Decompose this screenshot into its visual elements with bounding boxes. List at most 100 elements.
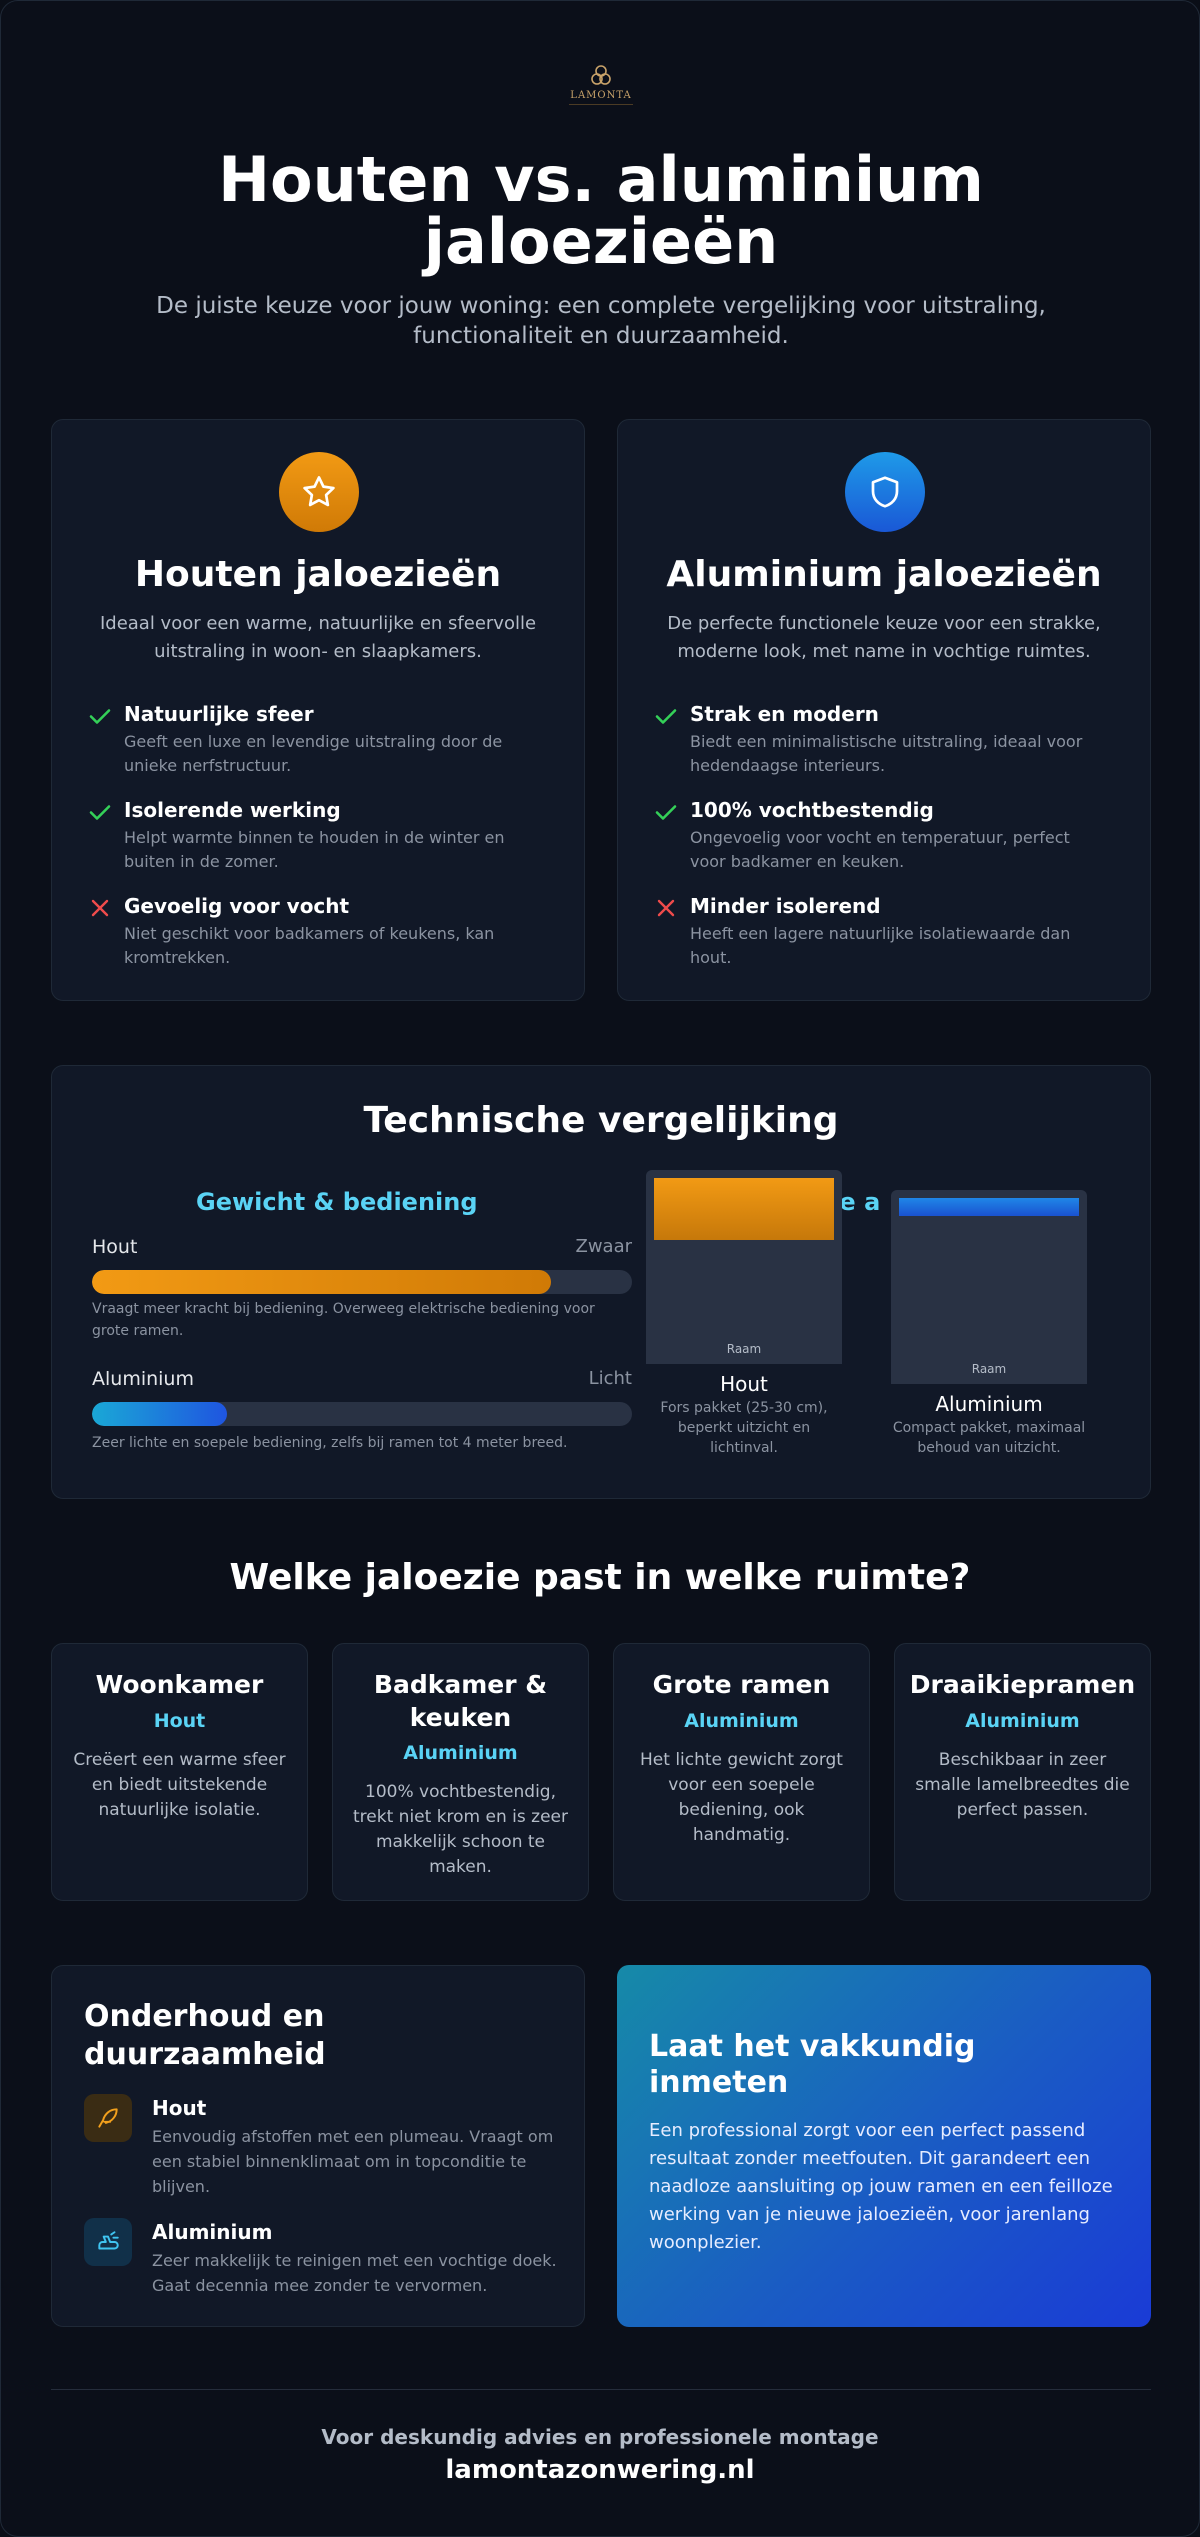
wood-package-name: Hout: [720, 1372, 768, 1396]
wood-package-window: Raam: [646, 1170, 842, 1364]
aluminium-card: Aluminium jaloezieën De perfecte functio…: [617, 419, 1151, 1001]
wood-maintenance-badge: [84, 2094, 132, 2142]
wood-card-desc: Ideaal voor een warme, natuurlijke en sf…: [99, 613, 537, 662]
technical-title: Technische vergelijking: [363, 1100, 839, 1141]
aluminium-weight-value: Licht: [588, 1368, 632, 1389]
check-icon: [655, 805, 677, 820]
aluminium-maintenance-desc: Zeer makkelijk te reinigen met een vocht…: [152, 2251, 557, 2295]
maintenance-title: Onderhoud en duurzaamheid: [84, 1998, 326, 2074]
cta-title: Laat het vakkundig inmeten: [649, 2029, 976, 2101]
aluminium-maintenance-title: Aluminium: [152, 2220, 273, 2244]
check-icon: [655, 709, 677, 724]
aluminium-weight-bar: [92, 1402, 227, 1426]
desc-line: beperkt uitzicht en: [677, 1420, 811, 1436]
wood-feature-1: Natuurlijke sfeer Geeft een luxe en leve…: [88, 702, 524, 782]
room-card-grote-ramen: Grote ramen Aluminium Het lichte gewicht…: [613, 1643, 870, 1901]
logo-rings-icon: [591, 65, 611, 85]
aluminium-weight-label: Aluminium: [92, 1368, 194, 1390]
feature-desc: Geeft een luxe en levendige uitstraling …: [124, 732, 503, 775]
feature-desc: Helpt warmte binnen te houden in de wint…: [124, 828, 505, 871]
desc-line: Fors pakket (25-30 cm),: [660, 1400, 828, 1416]
check-icon: [89, 805, 111, 820]
aluminium-card-desc: De perfecte functionele keuze voor een s…: [667, 613, 1101, 662]
feature-desc: Ongevoelig voor vocht en temperatuur, pe…: [690, 828, 1070, 871]
room-desc: 100% vochtbestendig, trekt niet krom en …: [353, 1782, 568, 1877]
feature-title: 100% vochtbestendig: [690, 798, 934, 822]
wood-feature-3: Gevoelig voor vocht Niet geschikt voor b…: [88, 894, 524, 974]
wood-package-desc: Fors pakket (25-30 cm), beperkt uitzicht…: [636, 1398, 852, 1458]
desc-line: Compact pakket, maximaal: [892, 1420, 1086, 1436]
brand-logo: LAMONTA: [561, 63, 641, 113]
wood-card-title: Houten jaloezieën: [134, 554, 502, 595]
wood-card: Houten jaloezieën Ideaal voor een warme,…: [51, 419, 585, 1001]
aluminium-maintenance-badge: [84, 2218, 132, 2266]
wood-maintenance-desc: Eenvoudig afstoffen met een plumeau. Vra…: [152, 2127, 554, 2196]
room-type: Hout: [153, 1710, 206, 1732]
room-card-woonkamer: Woonkamer Hout Creëert een warme sfeer e…: [51, 1643, 308, 1901]
technical-card: Technische vergelijking Gewicht & bedien…: [51, 1065, 1151, 1499]
feature-title: Strak en modern: [690, 702, 879, 726]
wood-card-badge: [279, 452, 359, 532]
feature-title: Isolerende werking: [124, 798, 341, 822]
aluminium-feature-2: 100% vochtbestendig Ongevoelig voor voch…: [654, 798, 1090, 878]
wood-weight-bar: [92, 1270, 551, 1294]
room-title: Draaikiepramen: [909, 1670, 1136, 1699]
cross-icon: [91, 899, 109, 917]
feather-icon: [98, 2108, 118, 2128]
room-type: Aluminium: [965, 1710, 1080, 1732]
page-title-line-2: jaloezieën: [423, 205, 779, 278]
aluminium-package-name: Aluminium: [935, 1392, 1043, 1416]
cta-text: Een professional zorgt voor een perfect …: [649, 2120, 1113, 2253]
page-title: Houten vs. aluminium jaloezieën: [101, 149, 1101, 273]
room-card-draaikiepramen: Draaikiepramen Aluminium Beschikbaar in …: [894, 1643, 1151, 1901]
brand-name: LAMONTA: [570, 90, 632, 101]
footer-website-link[interactable]: lamontazonwering.nl: [445, 2455, 755, 2485]
feature-desc: Biedt een minimalistische uitstraling, i…: [690, 732, 1083, 775]
aluminium-card-badge: [845, 452, 925, 532]
title-line: duurzaamheid: [84, 2037, 326, 2072]
aluminium-package-desc: Compact pakket, maximaal behoud van uitz…: [876, 1418, 1102, 1458]
title-line: Laat het vakkundig: [649, 2029, 976, 2064]
aluminium-weight-track: [92, 1402, 632, 1426]
desc-line: lichtinval.: [710, 1440, 778, 1456]
room-title-line-2: keuken: [409, 1703, 512, 1732]
room-title: Grote ramen: [652, 1670, 831, 1699]
room-type: Aluminium: [403, 1742, 518, 1764]
room-title: Woonkamer: [95, 1670, 264, 1699]
weight-heading: Gewicht & bediening: [196, 1188, 478, 1216]
window-label: Raam: [971, 1362, 1007, 1376]
window-label: Raam: [726, 1342, 762, 1356]
title-line: Onderhoud en: [84, 1999, 325, 2034]
maintenance-card: Onderhoud en duurzaamheid Hout Eenvoudig…: [51, 1965, 585, 2327]
room-desc: Creëert een warme sfeer en biedt uitstek…: [73, 1750, 286, 1820]
aluminium-feature-1: Strak en modern Biedt een minimalistisch…: [654, 702, 1090, 782]
wood-feature-2: Isolerende werking Helpt warmte binnen t…: [88, 798, 524, 878]
feature-title: Gevoelig voor vocht: [124, 894, 350, 918]
check-icon: [89, 709, 111, 724]
room-desc: Het lichte gewicht zorgt voor een soepel…: [640, 1750, 843, 1845]
aluminium-card-title: Aluminium jaloezieën: [666, 554, 1102, 595]
aluminium-slat-package: [899, 1198, 1079, 1216]
feature-desc: Niet geschikt voor badkamers of keukens,…: [124, 924, 495, 967]
page-subtitle: De juiste keuze voor jouw woning: een co…: [156, 293, 1046, 349]
title-line: inmeten: [649, 2065, 789, 2100]
room-type: Aluminium: [684, 1710, 799, 1732]
cross-icon: [657, 899, 675, 917]
aluminium-weight-note: Zeer lichte en soepele bediening, zelfs …: [92, 1435, 568, 1451]
wood-weight-label: Hout: [92, 1236, 138, 1258]
feature-desc: Heeft een lagere natuurlijke isolatiewaa…: [690, 924, 1071, 967]
footer-divider: [51, 2389, 1151, 2390]
room-desc: Beschikbaar in zeer smalle lamelbreedtes…: [915, 1750, 1130, 1820]
feature-title: Natuurlijke sfeer: [124, 702, 314, 726]
star-icon: [303, 476, 335, 507]
feature-title: Minder isolerend: [690, 894, 881, 918]
room-card-badkamer: Badkamer & keuken Aluminium 100% vochtbe…: [332, 1643, 589, 1901]
cleaning-icon: [98, 2231, 119, 2250]
shield-icon: [871, 476, 899, 508]
wood-maintenance-title: Hout: [152, 2096, 207, 2120]
wood-weight-value: Zwaar: [575, 1236, 632, 1257]
footer-tagline: Voor deskundig advies en professionele m…: [321, 2425, 879, 2449]
wood-weight-track: [92, 1270, 632, 1294]
measure-cta-card[interactable]: Laat het vakkundig inmeten Een professio…: [617, 1965, 1151, 2327]
